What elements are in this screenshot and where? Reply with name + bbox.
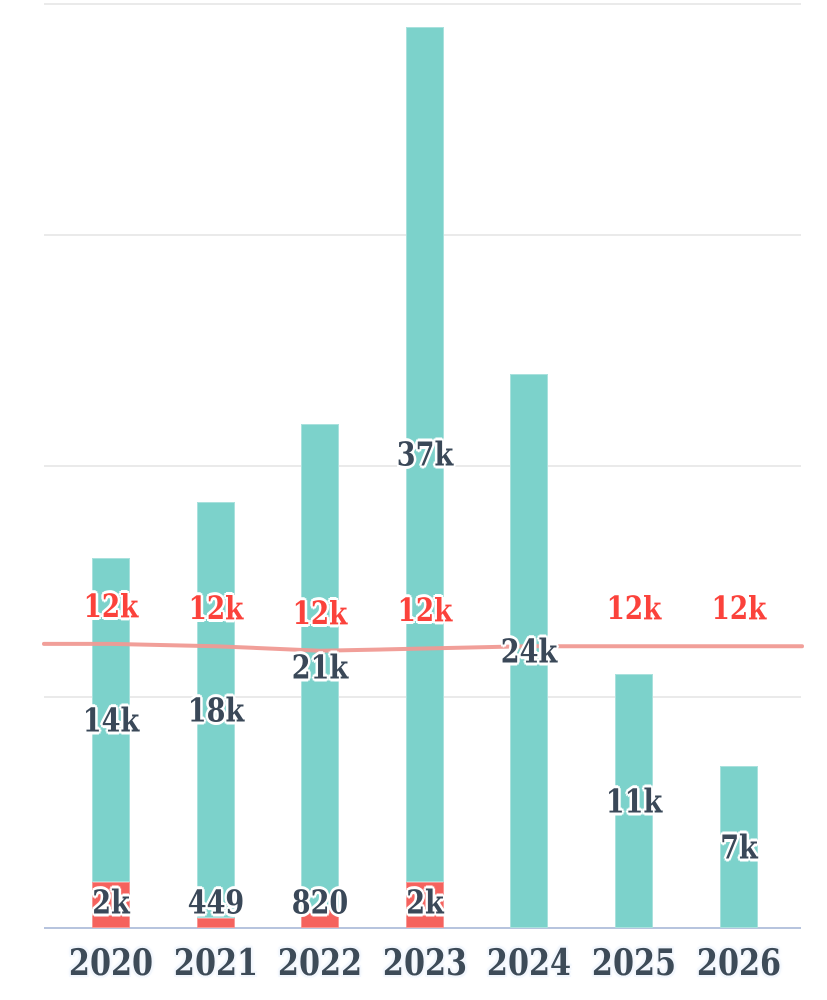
bar-segment-main[interactable] [92, 558, 130, 882]
bar-bottom-label: 2k [406, 882, 444, 922]
bar-segment-main[interactable] [196, 501, 235, 918]
line-label: 12k [292, 593, 348, 632]
x-axis-label: 2024 [487, 942, 572, 984]
x-axis-label: 2021 [173, 942, 258, 984]
x-axis-line [44, 927, 801, 929]
x-axis-label: 2023 [382, 942, 467, 984]
bar-segment-bottom[interactable] [405, 881, 444, 928]
bar-bottom-label: 2k [92, 882, 130, 922]
bar-label: 37k [396, 434, 454, 474]
bar-segment-main[interactable] [301, 423, 340, 910]
bar-segment-main[interactable] [615, 673, 653, 928]
x-axis-label: 2020 [68, 942, 154, 984]
line-label: 12k [397, 591, 453, 630]
bar-label: 24k [501, 631, 558, 671]
x-axis-label: 2026 [696, 942, 781, 984]
line-label: 12k [188, 589, 243, 628]
line-label: 12k [606, 589, 662, 628]
line-label: 12k [83, 586, 139, 625]
bar-label: 14k [82, 700, 140, 740]
x-axis-label: 2022 [278, 942, 363, 984]
bar-segment-main[interactable] [719, 766, 758, 928]
gridline [44, 3, 801, 5]
x-axis-label: 2025 [591, 942, 677, 984]
bar-segment-bottom[interactable] [196, 917, 235, 928]
bar-bottom-label: 820 [291, 882, 349, 922]
bar-bottom-label: 449 [187, 882, 244, 922]
bar-label: 18k [187, 690, 244, 730]
bar-label: 21k [291, 647, 349, 686]
bar-label: 11k [605, 781, 663, 821]
bar-segment-main[interactable] [405, 27, 444, 882]
bar-segment-bottom[interactable] [92, 881, 130, 928]
bar-label: 7k [719, 827, 758, 867]
bar-segment-bottom[interactable] [301, 909, 340, 928]
line-label: 12k [711, 589, 766, 628]
